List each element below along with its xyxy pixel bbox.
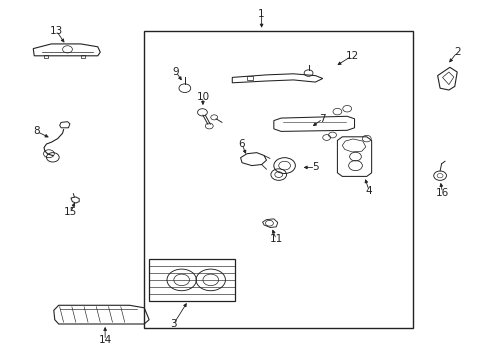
- Text: 8: 8: [33, 126, 40, 136]
- Text: 11: 11: [269, 234, 283, 244]
- Text: 15: 15: [64, 207, 78, 217]
- Text: 3: 3: [170, 319, 177, 329]
- Text: 4: 4: [365, 186, 372, 196]
- Text: 7: 7: [319, 114, 325, 124]
- Text: 12: 12: [345, 51, 358, 61]
- Text: 10: 10: [196, 92, 209, 102]
- Text: 9: 9: [172, 67, 179, 77]
- Text: 5: 5: [311, 162, 318, 172]
- Text: 14: 14: [98, 335, 112, 345]
- Text: 6: 6: [238, 139, 245, 149]
- Text: 2: 2: [453, 47, 460, 57]
- Text: 16: 16: [435, 188, 448, 198]
- Text: 13: 13: [49, 26, 63, 36]
- Bar: [144, 31, 412, 328]
- Text: 1: 1: [258, 9, 264, 19]
